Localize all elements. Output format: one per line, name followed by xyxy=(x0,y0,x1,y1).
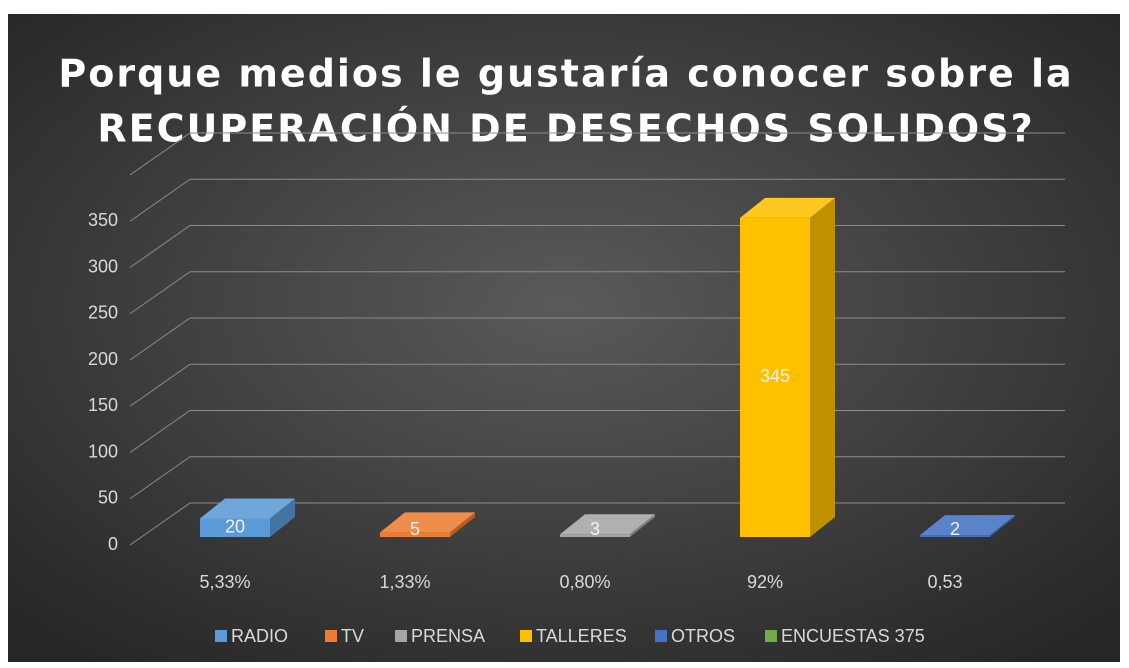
y-tick-label: 350 xyxy=(88,210,118,230)
x-tick-label: 5,33% xyxy=(199,572,250,592)
bar-top xyxy=(200,498,295,519)
data-label: 20 xyxy=(225,517,245,537)
y-tick-label: 0 xyxy=(108,534,118,554)
bar xyxy=(740,217,810,537)
legend-marker xyxy=(215,630,227,642)
bar-side xyxy=(630,514,655,537)
y-tick-label: 250 xyxy=(88,303,118,323)
data-label: 345 xyxy=(760,366,790,386)
bar xyxy=(380,532,450,537)
legend-label: TALLERES xyxy=(536,626,627,646)
data-label: 5 xyxy=(410,519,420,539)
y-tick-label: 100 xyxy=(88,441,118,461)
x-tick-label: 0,53 xyxy=(927,572,962,592)
bar-top xyxy=(380,512,475,533)
legend-label: RADIO xyxy=(231,626,288,646)
bar-side xyxy=(810,197,835,537)
legend-marker xyxy=(395,630,407,642)
y-tick-label: 50 xyxy=(98,488,118,508)
bar-side xyxy=(270,498,295,537)
legend-marker xyxy=(765,630,777,642)
bar-top xyxy=(740,197,835,218)
chart-title: RECUPERACIÓN DE DESECHOS SOLIDOS? xyxy=(97,107,1034,151)
x-tick-label: 1,33% xyxy=(379,572,430,592)
grid-line xyxy=(129,178,1065,222)
bar-side xyxy=(450,512,475,537)
legend-label: ENCUESTAS 375 xyxy=(781,626,925,646)
y-tick-label: 200 xyxy=(88,349,118,369)
x-tick-label: 92% xyxy=(747,572,783,592)
legend-marker xyxy=(655,630,667,642)
bar xyxy=(920,535,990,537)
bar xyxy=(200,518,270,537)
bar-top xyxy=(560,514,655,535)
chart-title: Porque medios le gustaría conocer sobre … xyxy=(58,52,1073,96)
y-tick-label: 150 xyxy=(88,395,118,415)
chart-background xyxy=(8,14,1120,662)
data-label: 2 xyxy=(950,519,960,539)
legend-label: PRENSA xyxy=(411,626,485,646)
legend-label: OTROS xyxy=(671,626,735,646)
bar xyxy=(560,534,630,537)
legend-marker xyxy=(325,630,337,642)
x-tick-label: 0,80% xyxy=(559,572,610,592)
y-tick-label: 300 xyxy=(88,256,118,276)
legend-marker xyxy=(520,630,532,642)
bar-side xyxy=(990,515,1015,537)
bar-top xyxy=(920,515,1015,536)
grid-line xyxy=(129,132,1065,176)
data-label: 3 xyxy=(590,519,600,539)
legend-label: TV xyxy=(341,626,364,646)
